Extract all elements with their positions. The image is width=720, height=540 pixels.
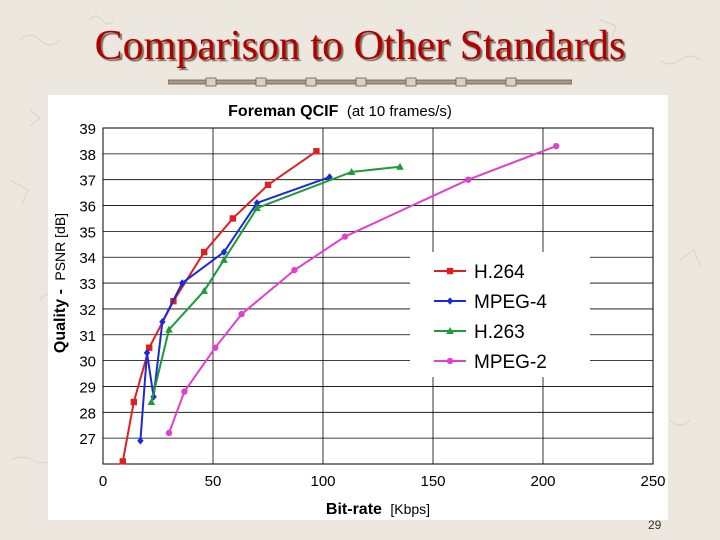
psnr-bitrate-chart: Foreman QCIF (at 10 frames/s) 27 28 29 30 31… xyxy=(52,103,666,518)
legend-marker xyxy=(446,267,454,275)
legend-marker xyxy=(446,297,454,305)
data-point-mpeg-4 xyxy=(137,436,144,445)
data-point-h-264 xyxy=(264,181,272,189)
data-point-mpeg-2 xyxy=(341,233,349,240)
legend-label: H.264 xyxy=(474,262,525,283)
page-number: 29 xyxy=(648,518,662,532)
y-axis-label: Quality - PSNR [dB] xyxy=(52,213,69,353)
data-point-mpeg-4 xyxy=(179,279,186,287)
data-point-mpeg-2 xyxy=(181,388,188,395)
data-point-h-263 xyxy=(220,255,228,263)
legend-item-h-264: H.264 xyxy=(434,262,525,283)
chart-panel: Foreman QCIF (at 10 frames/s) 27 28 29 30 31… xyxy=(48,95,668,520)
y-tick-label: 34 xyxy=(79,250,96,267)
legend-label: MPEG-4 xyxy=(474,292,547,313)
legend-item-h-263: H.263 xyxy=(434,322,525,343)
chart-legend: H.264 MPEG-4 H.263 MPEG-2 xyxy=(410,252,590,377)
data-point-h-263 xyxy=(347,167,356,175)
y-tick-label: 35 xyxy=(79,224,96,241)
x-tick-labels: 0 50 100 150 200 250 xyxy=(99,473,666,490)
legend-label: MPEG-2 xyxy=(474,352,547,373)
title-divider xyxy=(168,77,572,87)
data-point-mpeg-2 xyxy=(165,429,173,437)
data-point-h-264 xyxy=(229,215,236,222)
series-h-263 xyxy=(147,162,404,405)
legend-item-mpeg-2: MPEG-2 xyxy=(434,352,547,373)
data-point-mpeg-2 xyxy=(238,310,245,318)
x-tick-label: 200 xyxy=(530,473,555,490)
y-tick-labels: 27 28 29 30 31 32 33 34 35 36 37 38 39 xyxy=(79,121,96,448)
data-point-mpeg-2 xyxy=(465,176,472,183)
y-tick-label: 39 xyxy=(79,121,96,138)
series-line-h-264 xyxy=(121,150,317,462)
x-tick-label: 150 xyxy=(420,473,445,490)
data-point-h-263 xyxy=(253,204,261,212)
series-line-mpeg-4 xyxy=(139,176,330,441)
y-tick-label: 28 xyxy=(79,405,96,422)
chart-series xyxy=(119,142,560,465)
x-tick-label: 250 xyxy=(640,473,665,490)
y-tick-label: 31 xyxy=(79,328,96,345)
y-tick-label: 27 xyxy=(79,431,96,448)
plot-frame xyxy=(102,127,654,465)
y-tick-label: 38 xyxy=(79,147,96,164)
data-point-h-264 xyxy=(130,398,137,406)
chart-title: Foreman QCIF (at 10 frames/s) xyxy=(228,103,452,120)
legend-marker xyxy=(446,357,454,365)
y-tick-label: 32 xyxy=(79,302,96,319)
series-line-mpeg-2 xyxy=(168,145,557,434)
x-tick-label: 50 xyxy=(205,473,222,490)
x-axis-label: Bit-rate [Kbps] xyxy=(326,501,430,518)
x-tick-label: 0 xyxy=(99,473,107,490)
y-tick-label: 29 xyxy=(79,379,96,396)
data-point-h-263 xyxy=(165,325,173,333)
legend-item-mpeg-4: MPEG-4 xyxy=(434,292,547,313)
data-point-mpeg-2 xyxy=(212,344,219,351)
data-point-mpeg-4 xyxy=(159,318,166,326)
data-point-mpeg-2 xyxy=(291,266,298,274)
legend-box xyxy=(410,252,590,377)
x-tick-label: 100 xyxy=(310,473,335,490)
slide-title: Comparison to Other Standards xyxy=(94,23,626,69)
series-line-h-263 xyxy=(150,165,401,403)
series-mpeg-2 xyxy=(165,142,560,437)
data-point-mpeg-2 xyxy=(553,142,560,150)
data-point-h-263 xyxy=(396,162,404,170)
data-point-h-263 xyxy=(147,397,156,405)
legend-label: H.263 xyxy=(474,322,525,343)
data-point-h-264 xyxy=(313,148,320,155)
data-point-h-263 xyxy=(200,286,208,294)
data-point-h-264 xyxy=(119,458,126,465)
y-tick-label: 33 xyxy=(79,276,96,293)
y-tick-label: 37 xyxy=(79,173,96,190)
y-tick-label: 36 xyxy=(79,199,96,216)
data-point-h-264 xyxy=(146,344,153,351)
data-point-h-264 xyxy=(201,248,208,256)
data-point-mpeg-4 xyxy=(220,248,228,256)
y-tick-label: 30 xyxy=(79,354,96,371)
legend-marker xyxy=(446,327,454,334)
